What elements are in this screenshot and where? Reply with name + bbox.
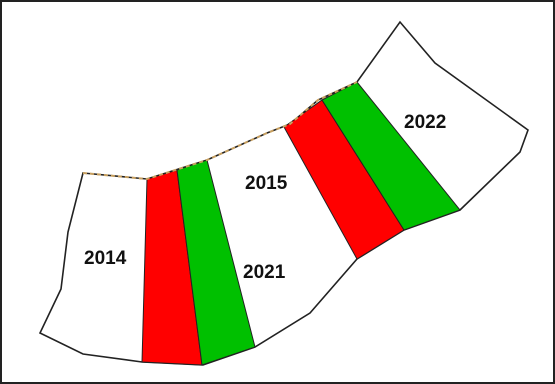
- dashed-boundary-edge: [82, 81, 358, 181]
- label-2015: 2015: [245, 173, 288, 194]
- label-2022: 2022: [404, 112, 446, 133]
- label-2014: 2014: [84, 248, 127, 269]
- label-2021: 2021: [243, 262, 286, 283]
- strip-green-2021: [176, 159, 256, 366]
- strip-green-2022: [321, 81, 461, 231]
